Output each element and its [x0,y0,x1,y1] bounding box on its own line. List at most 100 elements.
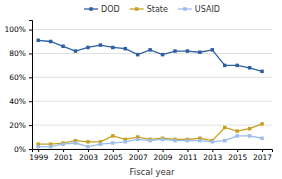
x-tick: 2017 [253,149,272,162]
y-tick-label: 0% [14,145,26,154]
x-tick: 2001 [54,149,73,162]
legend-label: State [147,5,168,14]
point-marker [111,134,115,138]
legend-label: USAID [195,5,220,14]
series [36,39,263,74]
legend-label: DOD [101,5,120,14]
point-marker [223,126,227,130]
x-axis-line [33,150,273,153]
x-tick-mark [63,149,64,152]
point-marker [124,140,128,144]
x-tick-label: 2007 [129,153,148,162]
legend-swatch-marker [183,7,187,11]
point-marker [124,47,128,51]
y-tick-mark [29,125,32,126]
x-axis: 1999 2001 2003 2005 2007 2009 2011 2013 2015 2017 [29,149,272,162]
x-tick: 2011 [178,149,197,162]
x-tick: 2003 [79,149,98,162]
point-marker [61,142,65,146]
y-axis: 0% 20% 40% 60% 80% 100% [5,21,33,154]
point-marker [161,53,165,57]
point-marker [74,49,78,53]
point-marker [136,53,140,57]
point-marker [260,122,264,126]
x-axis-title: Fiscal year [130,167,175,177]
point-marker [173,139,177,143]
legend-item: DOD [84,5,120,14]
point-marker [136,138,140,142]
point-marker [211,140,215,144]
y-tick-mark [29,77,32,78]
y-tick-mark [29,53,32,54]
x-tick: 2013 [203,149,222,162]
point-marker [74,141,78,145]
x-tick-label: 2003 [79,153,98,162]
point-marker [36,145,40,149]
y-tick-label: 100% [5,25,26,34]
y-tick: 80% [9,49,32,58]
x-tick-label: 2015 [228,153,247,162]
legend-item: State [130,5,168,14]
y-tick: 100% [5,25,32,34]
x-tick-label: 2005 [104,153,123,162]
x-tick-mark [113,149,114,152]
point-marker [173,49,177,53]
grid-line [32,125,272,126]
point-marker [61,45,65,49]
series-line [38,40,262,71]
y-tick: 20% [9,121,32,130]
plot: 1999 2001 2003 2005 2007 2009 2011 2013 2015 2017… [5,21,273,163]
point-marker [198,51,202,55]
point-marker [235,134,239,138]
point-marker [161,138,165,142]
y-tick-mark [29,30,32,31]
point-marker [148,48,152,52]
legend-swatch-marker [135,7,139,11]
y-tick-label: 20% [9,121,26,130]
x-tick-label: 2011 [178,153,197,162]
x-tick: 2005 [104,149,123,162]
point-marker [223,139,227,143]
point-marker [260,137,264,141]
x-tick-mark [138,149,139,152]
x-tick: 1999 [29,149,48,162]
point-marker [99,142,103,146]
x-tick-label: 1999 [29,153,48,162]
series [36,134,263,148]
y-tick-mark [29,149,32,150]
point-marker [235,64,239,67]
x-tick-mark [237,149,238,152]
series-group [36,39,263,149]
point-marker [36,39,40,43]
y-tick: 40% [9,97,32,106]
x-tick-mark [88,149,89,152]
point-marker [260,70,264,74]
x-tick-label: 2013 [203,153,222,162]
y-tick-mark [29,101,32,102]
point-marker [99,43,103,47]
x-tick-mark [212,149,213,152]
y-tick-label: 40% [9,97,26,106]
point-marker [86,145,90,149]
legend-item: USAID [178,5,220,14]
series-line [38,124,262,144]
y-tick: 60% [9,73,32,82]
x-tick-mark [187,149,188,152]
y-tick: 0% [14,145,32,154]
grid [32,30,272,149]
y-tick-label: 80% [9,49,26,58]
legend-swatch-marker [89,7,93,11]
point-marker [111,141,115,145]
point-marker [186,139,190,143]
point-marker [223,64,227,67]
point-marker [186,49,190,53]
x-tick-label: 2001 [54,153,73,162]
chart: 1999 2001 2003 2005 2007 2009 2011 2013 2015 2017… [0,0,282,179]
grid-line [32,53,272,54]
point-marker [248,66,252,70]
y-axis-line [29,21,33,150]
series-line [38,136,262,147]
point-marker [86,46,90,50]
x-tick-label: 2009 [154,153,173,162]
x-tick: 2015 [228,149,247,162]
